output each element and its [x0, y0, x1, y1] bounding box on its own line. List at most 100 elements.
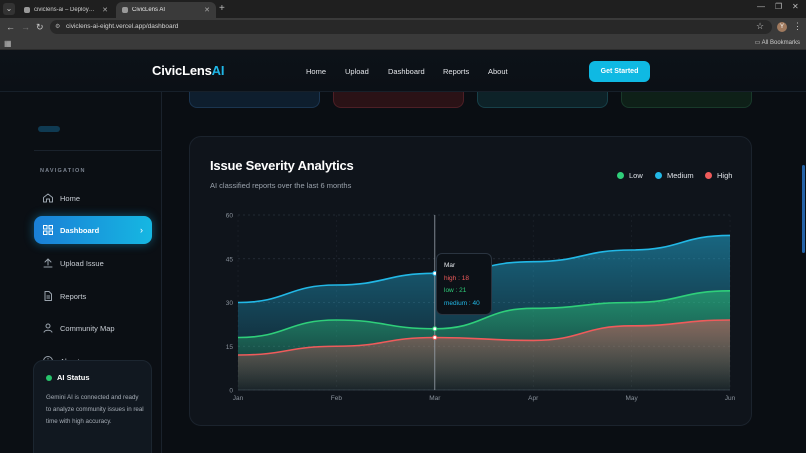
bookmarks-bar: ▦ ▭ All Bookmarks — [0, 36, 806, 50]
tab-title: civiclens-ai – Deployment Ove... — [34, 7, 98, 13]
url-text: civiclens-ai-eight.vercel.app/dashboard — [66, 23, 179, 30]
all-bookmarks-label: All Bookmarks — [761, 40, 800, 46]
reload-icon[interactable]: ↻ — [36, 22, 44, 32]
chart-tooltip: Mar high : 18 low : 21 medium : 40 — [436, 253, 492, 315]
app: CivicLensAI Home Upload Dashboard Report… — [0, 50, 806, 453]
x-tick-label: Feb — [331, 395, 343, 402]
get-started-button[interactable]: Get Started — [589, 61, 650, 82]
site-info-icon[interactable]: ⚙ — [55, 24, 61, 30]
ai-status-title: AI Status — [57, 373, 90, 382]
ai-status-description: Gemini AI is connected and ready to anal… — [46, 394, 144, 425]
close-icon[interactable]: ✕ — [102, 7, 108, 14]
tooltip-month: Mar — [444, 262, 456, 269]
sidebar-item-label: Dashboard — [60, 225, 100, 235]
top-navbar: CivicLensAI Home Upload Dashboard Report… — [0, 50, 806, 92]
sidebar-item-upload-issue[interactable]: Upload Issue — [34, 249, 152, 277]
legend-label: Medium — [667, 171, 694, 180]
nav-link-about[interactable]: About — [488, 67, 508, 76]
tooltip-high: high : 18 — [444, 274, 469, 282]
x-tick-label: Jan — [233, 395, 244, 402]
site-logo[interactable]: CivicLensAI — [152, 63, 224, 78]
chart-subtitle: AI classified reports over the last 6 mo… — [210, 181, 352, 190]
stat-card-high — [333, 92, 464, 108]
x-tick-label: Jun — [725, 395, 736, 402]
legend-label: Low — [629, 171, 643, 180]
address-bar[interactable]: ⚙ civiclens-ai-eight.vercel.app/dashboar… — [50, 20, 772, 34]
series-area-high — [238, 320, 730, 390]
new-tab-plus-icon[interactable]: + — [219, 3, 225, 14]
ai-status-card: AI Status Gemini AI is connected and rea… — [33, 360, 152, 453]
legend-dot-low — [617, 172, 624, 179]
home-icon — [43, 193, 53, 203]
stat-card-low — [621, 92, 752, 108]
back-arrow-icon[interactable]: ← — [6, 22, 15, 32]
y-tick-label: 60 — [226, 213, 234, 220]
x-tick-label: May — [625, 395, 638, 402]
browser-tab-civiclens[interactable]: CivicLens AI ✕ — [116, 2, 216, 18]
chevron-right-icon: › — [140, 225, 143, 235]
document-icon — [44, 291, 52, 301]
page-scrollbar-thumb[interactable] — [802, 165, 805, 253]
all-bookmarks-button[interactable]: ▭ All Bookmarks — [755, 39, 800, 46]
dashboard-icon — [43, 225, 53, 235]
stat-card-medium — [477, 92, 608, 108]
apps-grid-icon[interactable]: ▦ — [4, 39, 12, 48]
nav-link-home[interactable]: Home — [306, 67, 327, 76]
nav-link-upload[interactable]: Upload — [345, 67, 369, 76]
sidebar-item-home[interactable]: Home — [34, 184, 152, 212]
maximize-icon[interactable]: ❐ — [775, 2, 783, 11]
nav-link-dashboard[interactable]: Dashboard — [388, 67, 425, 76]
nav-link-reports[interactable]: Reports — [443, 67, 470, 76]
vercel-favicon-icon — [24, 7, 30, 13]
sidebar-item-label: Reports — [60, 291, 87, 301]
browser-tab-deployment[interactable]: civiclens-ai – Deployment Ove... ✕ — [18, 2, 114, 18]
legend-dot-medium — [655, 172, 662, 179]
sidebar-logo-glow — [38, 126, 60, 132]
y-tick-label: 0 — [229, 388, 233, 395]
chart-title: Issue Severity Analytics — [210, 158, 354, 173]
forward-arrow-icon[interactable]: → — [21, 22, 30, 32]
sidebar-item-label: Upload Issue — [60, 258, 104, 268]
series-line-high — [237, 319, 731, 356]
window-close-icon[interactable]: ✕ — [792, 2, 799, 11]
legend-dot-high — [705, 172, 712, 179]
legend-item-high[interactable]: High — [705, 171, 732, 180]
users-icon — [43, 323, 53, 333]
globe-favicon-icon — [122, 7, 128, 13]
stat-card-total — [189, 92, 320, 108]
series-line-low — [237, 290, 731, 339]
browser-tab-strip: ⌄ civiclens-ai – Deployment Ove... ✕ Civ… — [0, 0, 806, 18]
y-tick-label: 30 — [226, 300, 234, 307]
legend-item-low[interactable]: Low — [617, 171, 643, 180]
sidebar-item-community-map[interactable]: Community Map — [34, 314, 152, 342]
browser-menu-icon[interactable]: ⋮ — [793, 21, 802, 31]
sidebar-item-dashboard[interactable]: Dashboard › — [34, 216, 152, 244]
tooltip-low: low : 21 — [444, 287, 467, 294]
sidebar-divider — [34, 150, 162, 151]
tab-title: CivicLens AI — [132, 7, 166, 13]
sidebar-section-label: NAVIGATION — [40, 168, 86, 174]
y-tick-label: 15 — [226, 344, 234, 351]
legend-item-medium[interactable]: Medium — [655, 171, 694, 180]
main-content: Issue Severity Analytics AI classified r… — [162, 92, 806, 453]
hover-point-high — [432, 335, 438, 340]
profile-avatar[interactable]: Y — [777, 22, 787, 32]
legend-label: High — [717, 171, 733, 180]
browser-toolbar: ← → ↻ ⚙ civiclens-ai-eight.vercel.app/da… — [0, 18, 806, 36]
logo-accent-text: AI — [211, 63, 225, 78]
sidebar: NAVIGATION Home Dashboard › Upload Issue… — [0, 92, 162, 453]
bookmark-star-icon[interactable]: ☆ — [756, 21, 765, 31]
sidebar-item-label: Home — [60, 193, 81, 203]
severity-chart-card: Issue Severity Analytics AI classified r… — [189, 136, 752, 426]
close-icon[interactable]: ✕ — [204, 7, 210, 14]
status-online-dot — [46, 375, 52, 381]
tab-search-icon[interactable]: ⌄ — [3, 3, 15, 15]
sidebar-item-reports[interactable]: Reports — [34, 282, 152, 310]
y-tick-label: 45 — [226, 256, 234, 263]
hover-point-low — [432, 326, 438, 332]
sidebar-item-label: Community Map — [60, 323, 115, 333]
minimize-icon[interactable]: — — [757, 2, 765, 11]
x-tick-label: Apr — [528, 395, 539, 402]
tooltip-medium: medium : 40 — [444, 299, 480, 307]
logo-main-text: CivicLens — [152, 63, 212, 78]
